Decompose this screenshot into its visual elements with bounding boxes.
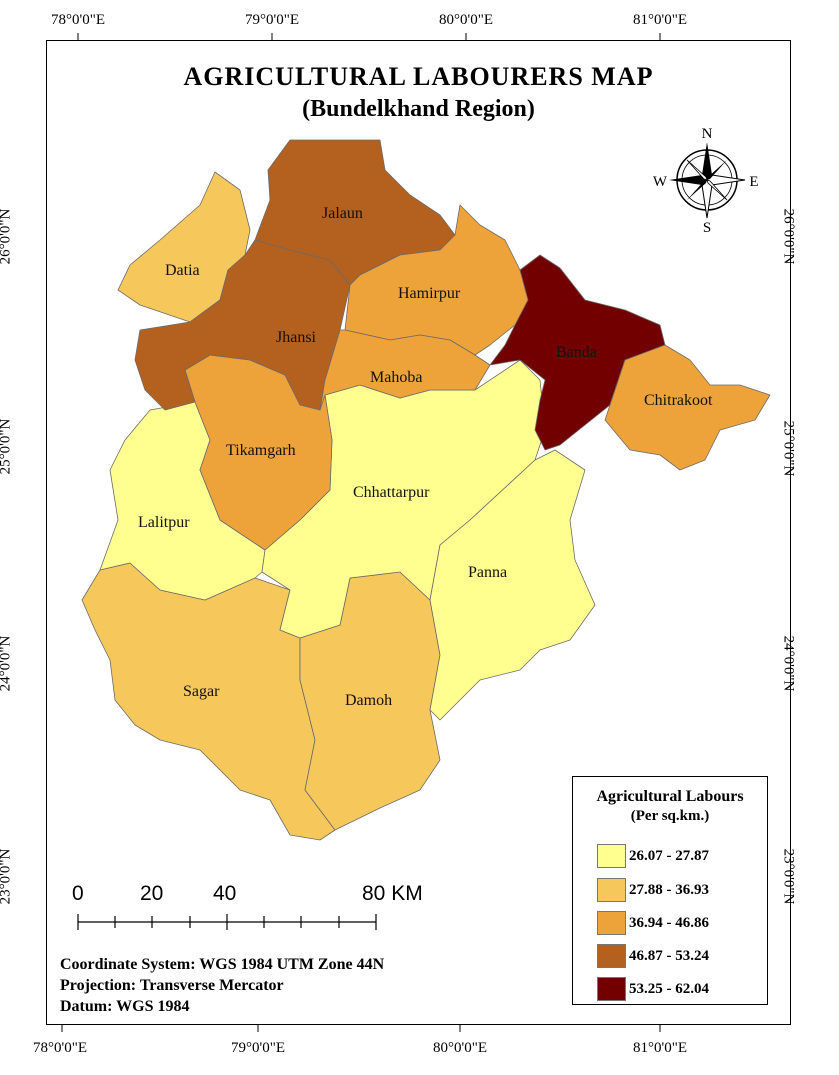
scale-bar	[77, 914, 377, 930]
legend-swatch	[597, 977, 626, 1001]
district-panna	[429, 449, 596, 721]
longitude-label-top: 80°0'0"E	[439, 12, 493, 28]
scale-label: 80 KM	[362, 882, 423, 905]
compass-e: E	[749, 174, 758, 190]
label-panna: Panna	[468, 564, 507, 581]
label-sagar: Sagar	[183, 683, 220, 700]
district-labels: Jalaun Datia Jhansi Hamirpur Mahoba Band…	[138, 205, 713, 709]
label-tikamgarh: Tikamgarh	[226, 442, 296, 459]
label-datia: Datia	[165, 262, 200, 279]
label-mahoba: Mahoba	[370, 369, 422, 386]
legend-label: 27.88 - 36.93	[629, 881, 709, 898]
legend-item: 26.07 - 27.87	[597, 843, 709, 869]
longitude-label-bottom: 81°0'0"E	[633, 1040, 687, 1056]
legend-title: Agricultural Labours	[596, 788, 744, 805]
datum-text: Datum: WGS 1984	[60, 998, 190, 1015]
label-damoh: Damoh	[345, 692, 392, 709]
map-title: AGRICULTURAL LABOURERS MAP	[183, 62, 654, 91]
legend-item: 46.87 - 53.24	[597, 943, 709, 969]
longitude-label-top: 81°0'0"E	[633, 12, 687, 28]
longitude-label-top: 78°0'0"E	[51, 12, 105, 28]
legend-swatch	[597, 878, 626, 902]
legend-label: 36.94 - 46.86	[629, 914, 709, 931]
compass-rose-icon: N S E W	[653, 126, 759, 236]
legend-swatch	[597, 911, 626, 935]
legend-item: 36.94 - 46.86	[597, 910, 709, 936]
longitude-label-top: 79°0'0"E	[245, 12, 299, 28]
graticule-ticks	[61, 33, 661, 1032]
label-chhattarpur: Chhattarpur	[353, 484, 430, 501]
label-hamirpur: Hamirpur	[398, 285, 461, 302]
longitude-label-bottom: 80°0'0"E	[433, 1040, 487, 1056]
legend: Agricultural Labours (Per sq.km.) 26.07 …	[572, 776, 768, 1005]
legend-swatch	[597, 844, 626, 868]
legend-label: 26.07 - 27.87	[629, 847, 709, 864]
label-chitrakoot: Chitrakoot	[644, 392, 713, 409]
legend-subtitle: (Per sq.km.)	[630, 808, 710, 824]
district-chitrakoot	[604, 344, 771, 471]
coordinate-system-text: Coordinate System: WGS 1984 UTM Zone 44N	[60, 956, 385, 973]
district-mahoba	[319, 329, 491, 411]
label-banda: Banda	[556, 344, 597, 361]
legend-label: 53.25 - 62.04	[629, 980, 709, 997]
district-jalaun	[254, 139, 456, 286]
legend-item: 53.25 - 62.04	[597, 976, 709, 1002]
scale-label: 40	[213, 882, 237, 905]
projection-text: Projection: Transverse Mercator	[60, 977, 284, 994]
legend-swatch	[597, 944, 626, 968]
legend-label: 46.87 - 53.24	[629, 947, 709, 964]
legend-item: 27.88 - 36.93	[597, 877, 709, 903]
label-jalaun: Jalaun	[322, 205, 363, 222]
longitude-label-bottom: 79°0'0"E	[231, 1040, 285, 1056]
compass-w: W	[653, 174, 668, 190]
compass-n: N	[702, 126, 713, 142]
scale-label: 20	[140, 882, 164, 905]
longitude-label-bottom: 78°0'0"E	[33, 1040, 87, 1056]
scale-label: 0	[72, 882, 84, 905]
compass-s: S	[703, 220, 711, 236]
label-jhansi: Jhansi	[276, 329, 317, 346]
map-subtitle: (Bundelkhand Region)	[302, 96, 535, 122]
label-lalitpur: Lalitpur	[138, 514, 190, 531]
